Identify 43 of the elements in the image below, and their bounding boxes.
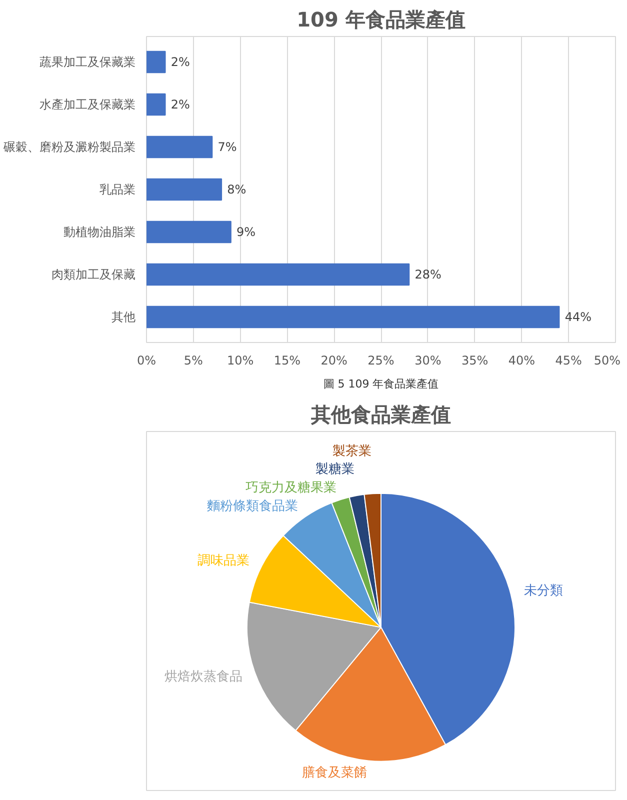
bar bbox=[146, 136, 213, 158]
x-tick-label: 30% bbox=[414, 354, 442, 368]
x-tick-label: 45% bbox=[555, 354, 582, 368]
slice-label: 調味品業 bbox=[198, 553, 250, 568]
data-label: 2% bbox=[170, 98, 190, 112]
x-tick-label: 20% bbox=[320, 354, 348, 368]
slice-label: 麵粉條類食品業 bbox=[207, 498, 298, 514]
x-tick-label: 25% bbox=[368, 354, 394, 368]
data-label: 9% bbox=[236, 225, 256, 239]
chart-title: 其他食品業產值 bbox=[310, 402, 451, 426]
x-tick-label: 50% bbox=[594, 354, 620, 368]
bar bbox=[146, 220, 232, 244]
data-label: 28% bbox=[414, 268, 442, 282]
y-tick-label: 動植物油脂業 bbox=[64, 225, 136, 239]
bar bbox=[146, 178, 222, 201]
x-tick-label: 40% bbox=[508, 354, 536, 368]
data-label: 7% bbox=[218, 140, 237, 154]
bar bbox=[146, 50, 166, 74]
slice-label: 未分類 bbox=[524, 583, 563, 598]
bar bbox=[146, 306, 560, 328]
slice-label: 製茶業 bbox=[332, 444, 372, 459]
x-tick-label: 10% bbox=[226, 354, 254, 368]
y-tick-label: 肉類加工及保藏 bbox=[52, 268, 136, 282]
chart-title: 109 年食品業產值 bbox=[296, 8, 466, 32]
y-tick-label: 蔬果加工及保藏業 bbox=[40, 55, 136, 69]
data-label: 2% bbox=[170, 55, 190, 69]
y-tick-label: 乳品業 bbox=[100, 182, 136, 196]
x-tick-label: 15% bbox=[274, 354, 301, 368]
x-tick-label: 35% bbox=[461, 354, 488, 368]
slice-label: 烘焙炊蒸食品 bbox=[164, 669, 242, 684]
x-tick-label: 5% bbox=[184, 354, 203, 368]
x-tick-label: 0% bbox=[136, 354, 156, 368]
data-label: 8% bbox=[227, 182, 246, 196]
y-tick-label: 水產加工及保藏業 bbox=[40, 98, 136, 112]
bar bbox=[146, 263, 410, 286]
caption: 圖 5 109 年食品業產值 bbox=[323, 378, 439, 390]
y-tick-label: 其他 bbox=[112, 310, 136, 324]
y-tick-label: 碾穀、磨粉及澱粉製品業 bbox=[2, 140, 136, 154]
slice-label: 膳食及菜餚 bbox=[302, 764, 368, 780]
data-label: 44% bbox=[564, 310, 592, 324]
bar bbox=[146, 93, 166, 116]
slice-label: 製糖業 bbox=[315, 462, 354, 478]
slice-label: 巧克力及糖果業 bbox=[245, 480, 336, 496]
